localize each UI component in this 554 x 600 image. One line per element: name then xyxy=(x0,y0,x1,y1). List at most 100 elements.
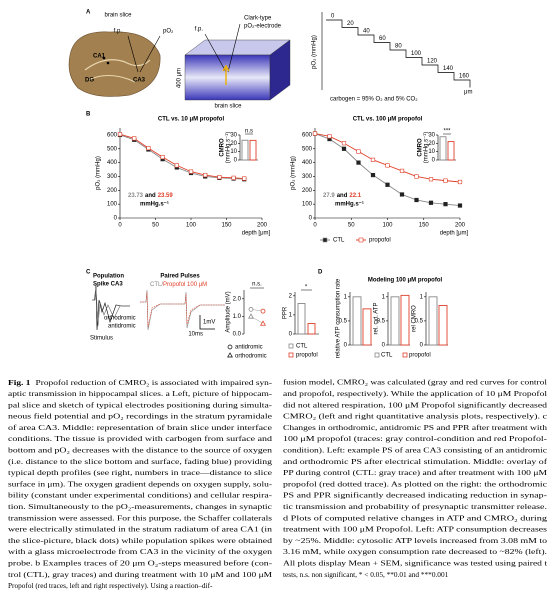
y-tick-label: 400 xyxy=(107,160,118,166)
caption-line: and orthodromic PS after electrical stim… xyxy=(283,457,548,466)
caption-line: (i.e. distance to the slice bottom and s… xyxy=(8,457,272,466)
trace-label: antidromic xyxy=(108,324,136,330)
caption-line: All plots display Mean + SEM, significan… xyxy=(283,558,547,567)
y-tick-label: 300 xyxy=(302,174,313,180)
pp-prop: Propofol 100 μM xyxy=(163,282,207,288)
cmro-ctl-value: 27.9 xyxy=(323,193,335,199)
caption-line: 3.16 mM, while oxygen consumption rate d… xyxy=(283,547,547,556)
profile-point xyxy=(399,168,405,174)
x-tick-label: 150 xyxy=(221,223,232,229)
caption-line: probe. b Examples traces of 20 μm O₂-ste… xyxy=(8,558,273,567)
caption-line: Propofol (red traces, left and right res… xyxy=(8,581,213,590)
cmro-prop-value: 23.59 xyxy=(158,193,174,199)
y-axis-label: PPR xyxy=(283,306,289,319)
legend-marker xyxy=(288,352,294,358)
thickness-label: 400 μm xyxy=(177,68,183,88)
legend-label: propofol xyxy=(296,353,318,359)
caption-line: Changes in orthodromic, antidromic PS an… xyxy=(283,423,547,432)
y-tick-label: 1 xyxy=(289,312,293,318)
y-axis-label: pO₂ (mmHg) xyxy=(96,156,102,190)
legend-label: propofol xyxy=(369,238,391,244)
caption-line: surface in μm). The oxygen gradient depe… xyxy=(8,479,273,488)
model-bar xyxy=(390,296,400,346)
profile-point xyxy=(341,146,347,151)
caption-line: propofol (red dotted trace). As plotted … xyxy=(283,479,548,488)
model-bar xyxy=(400,294,410,346)
caption-line: of area CA3. Middle: representation of b… xyxy=(8,423,272,432)
caption-line: fusion model, CMRO₂ was calculated (gray… xyxy=(283,378,547,387)
profile-point xyxy=(203,172,208,178)
caption-line: treatment with 100 μM Propofol. Left: AT… xyxy=(283,525,547,534)
profile-point xyxy=(341,141,347,146)
x-axis-label: depth [μm] xyxy=(440,231,469,237)
panel-label: B xyxy=(86,112,91,118)
fp-label: f.p. xyxy=(195,27,204,33)
profile-line xyxy=(119,134,245,180)
legend-marker xyxy=(227,344,233,350)
fp-label: f.p. xyxy=(114,29,123,35)
y-tick-label: 0.5 xyxy=(415,318,424,324)
caption-line: d Plots of computed relative changes in … xyxy=(283,513,547,522)
x-tick-label: 200 xyxy=(257,223,268,229)
y-axis-label: pO₂ (mmHg) xyxy=(312,35,318,69)
inset-y-label: (mmHg.s⁻¹) xyxy=(226,132,232,164)
depth-unit: μm xyxy=(464,90,472,96)
profile-point xyxy=(356,160,361,165)
region-label: DG xyxy=(85,78,94,84)
ps-title: Spike CA3 xyxy=(93,282,123,288)
y-tick-label: 500 xyxy=(107,146,118,152)
y-tick-label: 1 xyxy=(420,294,424,300)
profile-point xyxy=(188,169,194,174)
amplitude-point xyxy=(248,306,254,312)
caption-text: Propofol reduction of CMRO₂ is associate… xyxy=(36,378,273,387)
profile-point xyxy=(370,172,376,178)
legend-label: CTL xyxy=(381,353,393,359)
panel-label: A xyxy=(86,10,91,16)
model-bar xyxy=(428,296,438,346)
profile-point xyxy=(174,163,179,168)
inset-bar xyxy=(439,136,447,161)
figure-label: Fig. 1 xyxy=(8,378,31,387)
x-tick-label: 200 xyxy=(455,223,466,229)
profile-point xyxy=(370,157,376,162)
profile-point xyxy=(132,136,137,141)
trace-label: orthodromic xyxy=(104,316,136,322)
region-label: CA3 xyxy=(133,78,146,84)
cmro-unit: mmHg.s⁻¹ xyxy=(335,201,364,208)
y-tick-label: 0 xyxy=(382,343,386,349)
y-tick-label: 100 xyxy=(302,202,313,208)
panel-label: C xyxy=(86,270,91,276)
y-tick-label: 1 xyxy=(344,294,348,300)
y-tick-label: 500 xyxy=(302,146,313,152)
sig-label: * xyxy=(305,285,308,291)
y-axis-label: rel. cyt. ATP xyxy=(374,303,380,335)
y-tick-label: 2.0 xyxy=(233,296,242,302)
depth-label: 140 xyxy=(443,66,454,72)
caption-line: were electrically stimulated in the stra… xyxy=(8,525,272,534)
plot-title: CTL vs. 100 μM propofol xyxy=(353,117,423,123)
y-tick-label: 30 xyxy=(428,133,435,139)
depth-label: 20 xyxy=(347,21,354,27)
profile-line xyxy=(119,133,245,179)
caption-line: PP during control (CTL: gray trace) and … xyxy=(283,468,548,477)
y-tick-label: 1.0 xyxy=(233,314,242,320)
legend-marker xyxy=(288,343,294,349)
profile-point xyxy=(217,175,222,180)
caption-line: CMRO₂ (left and right quantitative analy… xyxy=(283,412,548,421)
scale-label: 1mV xyxy=(203,320,215,326)
cmro-and: and xyxy=(337,193,348,199)
y-tick-label: 400 xyxy=(302,160,313,166)
caption-line: neous field potential and pO₂ recordings… xyxy=(8,412,272,421)
caption-line: pal slice and sketch of typical electrod… xyxy=(8,400,273,409)
electrode-label: Clark-type xyxy=(244,16,272,22)
profile-point xyxy=(117,132,123,137)
caption-line: tion. Simultaneously to the pO₂-measurem… xyxy=(8,502,273,511)
amplitude-point xyxy=(260,308,266,314)
cmro-prop-value: 22.1 xyxy=(349,193,361,199)
panel-c-art xyxy=(92,284,225,331)
y-axis-label: rel CMRO xyxy=(412,305,418,332)
profile-point xyxy=(414,197,419,203)
x-tick-label: 100 xyxy=(186,223,197,229)
profile-point xyxy=(231,175,236,180)
y-tick-label: 1 xyxy=(382,294,386,300)
